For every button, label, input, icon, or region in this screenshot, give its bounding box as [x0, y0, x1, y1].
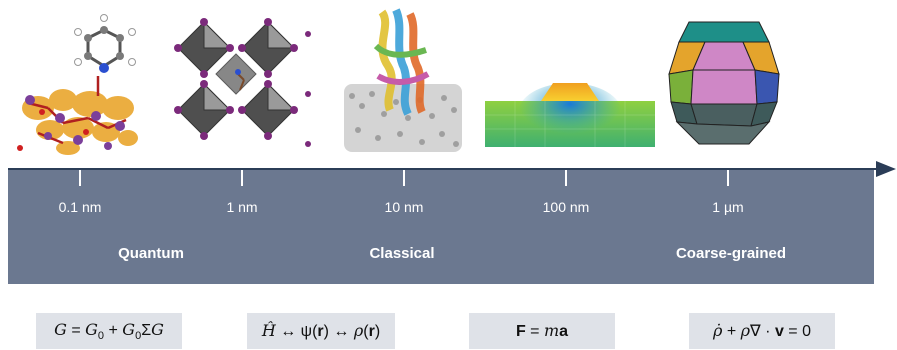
equation-text: Ĥ ↔ ψ(r) ↔ ρ(r) [261, 321, 381, 340]
regime-coarse-grained: Coarse-grained [675, 245, 787, 262]
tick-label-1um: 1 µm [712, 199, 744, 215]
tick-mark [241, 170, 243, 186]
tick-mark [403, 170, 405, 186]
equation-text: F = ma [515, 321, 569, 340]
equation-newton: F = ma [469, 313, 615, 349]
axis-arrow-icon [876, 161, 896, 177]
molecule-surface-icon [17, 14, 138, 155]
tick-mark [79, 170, 81, 186]
equation-text: ρ̇ + ρ∇ · v = 0 [712, 321, 811, 340]
tick-mark [727, 170, 729, 186]
equation-continuity: ρ̇ + ρ∇ · v = 0 [689, 313, 835, 349]
tick-label-100nm: 100 nm [542, 199, 590, 215]
equation-greens-function: G = G0 + G0ΣG [36, 313, 182, 349]
equation-text: G = G0 + G0ΣG [54, 319, 164, 343]
tick-label-1nm: 1 nm [226, 199, 258, 215]
protein-membrane-icon [344, 8, 462, 152]
tick-label-10nm: 10 nm [384, 199, 424, 215]
fem-mesh-icon [485, 83, 655, 147]
polyhedron-icon [668, 21, 780, 145]
equation-dft: Ĥ ↔ ψ(r) ↔ ρ(r) [247, 313, 395, 349]
regime-classical: Classical [369, 245, 435, 262]
tick-label-0-1nm: 0.1 nm [58, 199, 102, 215]
scale-panel [8, 168, 874, 284]
length-scale-axis [8, 168, 880, 170]
regime-quantum: Quantum [118, 245, 184, 262]
octahedral-lattice-icon [174, 18, 311, 147]
tick-mark [565, 170, 567, 186]
